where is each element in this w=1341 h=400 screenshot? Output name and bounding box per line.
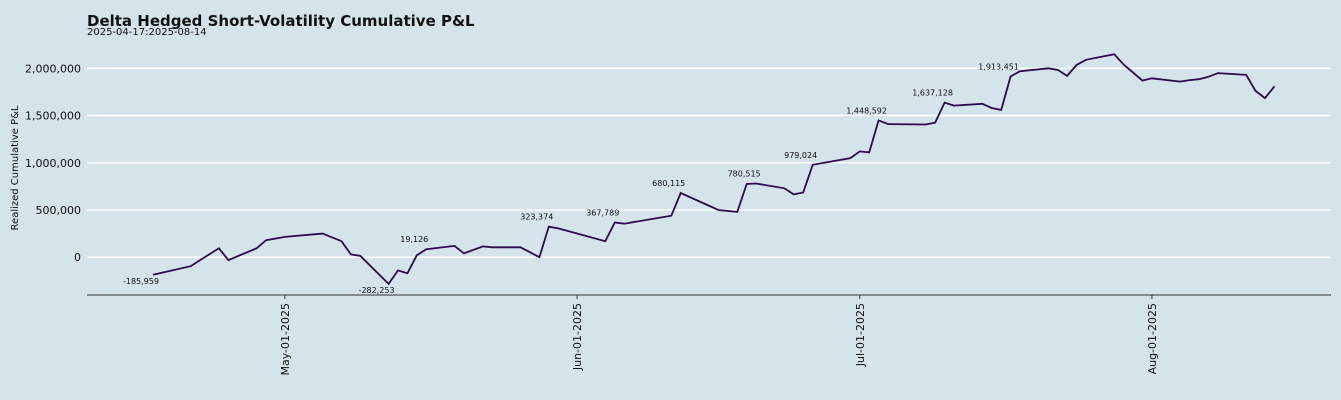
data-label: 323,374 <box>520 213 553 222</box>
y-axis-label: Realized Cumulative P&L <box>10 105 21 230</box>
y-tick-label: 0 <box>74 251 81 264</box>
y-tick-label: 1,000,000 <box>25 157 81 170</box>
chart-title: Delta Hedged Short-Volatility Cumulative… <box>87 12 475 30</box>
y-tick-label: 1,500,000 <box>25 110 81 123</box>
x-tick-label: Aug-01-2025 <box>1146 303 1159 374</box>
y-tick-label: 500,000 <box>36 204 82 217</box>
data-label: 1,637,128 <box>912 89 953 98</box>
x-tick-label: Jun-01-2025 <box>571 303 584 371</box>
data-label: 780,515 <box>728 170 761 179</box>
chart-subtitle: 2025-04-17:2025-08-14 <box>87 27 207 38</box>
line <box>152 53 1276 286</box>
y-tick-label: 2,000,000 <box>25 62 81 75</box>
data-label: 979,024 <box>784 151 817 160</box>
data-label: 367,789 <box>586 208 619 217</box>
data-label: -282,253 <box>359 286 395 295</box>
x-tick-label: Jul-01-2025 <box>854 303 867 367</box>
data-label: 1,913,451 <box>978 63 1019 72</box>
data-label: 680,115 <box>652 179 685 188</box>
data-label: -185,959 <box>123 277 159 286</box>
data-label: 19,126 <box>400 235 428 244</box>
data-label: 1,448,592 <box>846 106 887 115</box>
x-tick-label: May-01-2025 <box>279 303 292 375</box>
